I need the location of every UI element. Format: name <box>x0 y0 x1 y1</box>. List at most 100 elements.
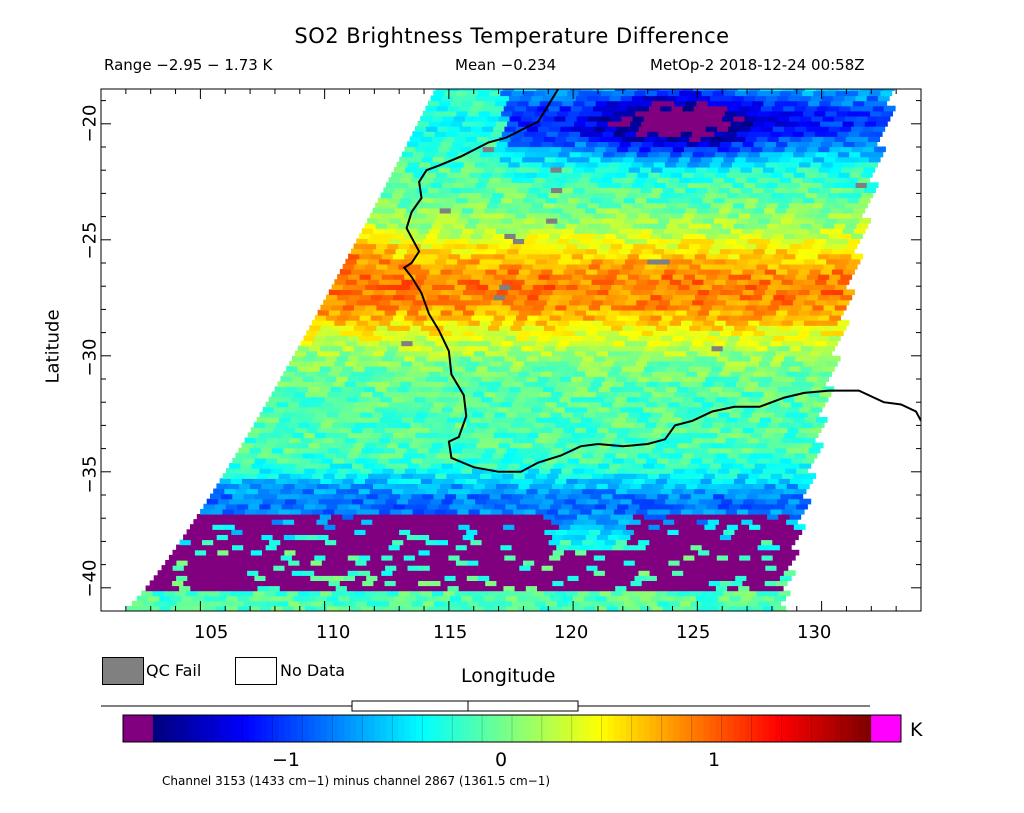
swath-pixel <box>514 89 526 91</box>
swath-pixel <box>428 121 441 127</box>
swath-pixel <box>454 442 466 449</box>
swath-pixel <box>620 498 633 505</box>
swath-pixel <box>304 468 317 474</box>
swath-pixel <box>553 161 565 168</box>
swath-pixel <box>439 371 452 377</box>
swath-pixel <box>291 452 304 459</box>
swath-pixel <box>571 539 583 546</box>
swath-pixel <box>555 304 568 311</box>
swath-pixel <box>728 554 740 561</box>
swath-pixel <box>559 488 572 495</box>
swath-pixel <box>641 121 653 127</box>
swath-pixel <box>451 269 464 275</box>
swath-pixel <box>745 284 758 290</box>
swath-pixel <box>469 417 481 423</box>
swath-pixel <box>445 197 457 204</box>
swath-pixel <box>581 192 594 199</box>
swath-pixel <box>755 442 768 449</box>
swath-pixel <box>844 182 857 188</box>
swath-pixel <box>764 534 777 541</box>
swath-pixel <box>442 223 455 229</box>
swath-pixel <box>519 549 531 556</box>
swath-pixel <box>634 457 647 464</box>
swath-pixel <box>415 126 427 132</box>
swath-pixel <box>598 95 611 102</box>
swath-pixel <box>418 330 430 336</box>
swath-pixel <box>631 565 643 571</box>
swath-pixel <box>362 580 374 587</box>
swath-pixel <box>548 105 561 112</box>
swath-pixel <box>288 401 300 408</box>
swath-pixel <box>365 284 377 290</box>
swath-pixel <box>786 350 799 357</box>
swath-pixel <box>652 207 664 214</box>
swath-pixel <box>851 126 863 132</box>
swath-pixel <box>647 238 659 245</box>
swath-pixel <box>329 427 341 433</box>
swath-pixel <box>750 432 763 439</box>
swath-pixel <box>539 411 552 418</box>
swath-pixel <box>406 580 419 587</box>
swath-pixel <box>783 554 796 561</box>
swath-pixel <box>562 519 575 525</box>
swath-pixel <box>813 177 826 183</box>
swath-pixel <box>423 340 436 347</box>
swath-pixel <box>580 258 592 265</box>
swath-pixel <box>756 529 769 535</box>
swath-pixel <box>539 100 552 107</box>
swath-pixel <box>601 381 614 387</box>
swath-pixel <box>656 544 669 551</box>
swath-pixel <box>401 360 413 367</box>
swath-pixel <box>562 121 575 127</box>
swath-pixel <box>393 274 405 280</box>
swath-pixel <box>265 401 278 408</box>
swath-pixel <box>670 172 683 178</box>
swath-pixel <box>289 437 302 444</box>
swath-pixel <box>437 126 450 132</box>
swath-pixel <box>426 570 438 576</box>
swath-pixel <box>698 565 710 571</box>
swath-pixel <box>687 161 700 168</box>
swath-pixel <box>740 468 753 474</box>
swath-pixel <box>826 131 838 137</box>
swath-pixel <box>636 131 648 137</box>
swath-pixel <box>332 401 345 408</box>
swath-pixel <box>436 585 449 592</box>
swath-pixel <box>205 534 218 541</box>
swath-pixel <box>673 411 686 418</box>
swath-pixel <box>752 391 765 398</box>
swath-pixel <box>531 463 543 469</box>
swath-pixel <box>463 549 476 556</box>
swath-pixel <box>671 452 684 459</box>
swath-pixel <box>521 263 534 270</box>
swath-pixel <box>417 207 430 214</box>
swath-pixel <box>499 136 511 142</box>
range-text: Range −2.95 − 1.73 K <box>104 56 273 74</box>
swath-pixel <box>468 360 480 367</box>
swath-pixel <box>622 590 634 597</box>
swath-pixel <box>700 514 712 520</box>
swath-pixel <box>438 605 451 611</box>
swath-pixel <box>770 508 783 515</box>
swath-pixel <box>434 238 447 245</box>
swath-pixel <box>321 560 334 566</box>
swath-pixel <box>554 514 567 520</box>
swath-pixel <box>818 146 830 153</box>
swath-pixel <box>608 350 620 357</box>
swath-pixel <box>731 534 743 541</box>
swath-pixel <box>608 565 621 571</box>
swath-pixel <box>459 376 472 382</box>
swath-pixel <box>642 427 654 433</box>
swath-pixel <box>657 600 670 607</box>
swath-pixel <box>490 340 503 347</box>
swath-pixel <box>387 325 400 331</box>
swath-pixel <box>366 600 379 607</box>
swath-pixel <box>754 498 767 505</box>
swath-pixel <box>680 437 693 444</box>
swath-pixel <box>244 508 257 515</box>
swath-pixel <box>641 269 654 275</box>
swath-pixel <box>493 355 506 362</box>
swath-pixel <box>631 463 644 469</box>
swath-pixel <box>760 524 773 530</box>
swath-pixel <box>340 289 352 296</box>
